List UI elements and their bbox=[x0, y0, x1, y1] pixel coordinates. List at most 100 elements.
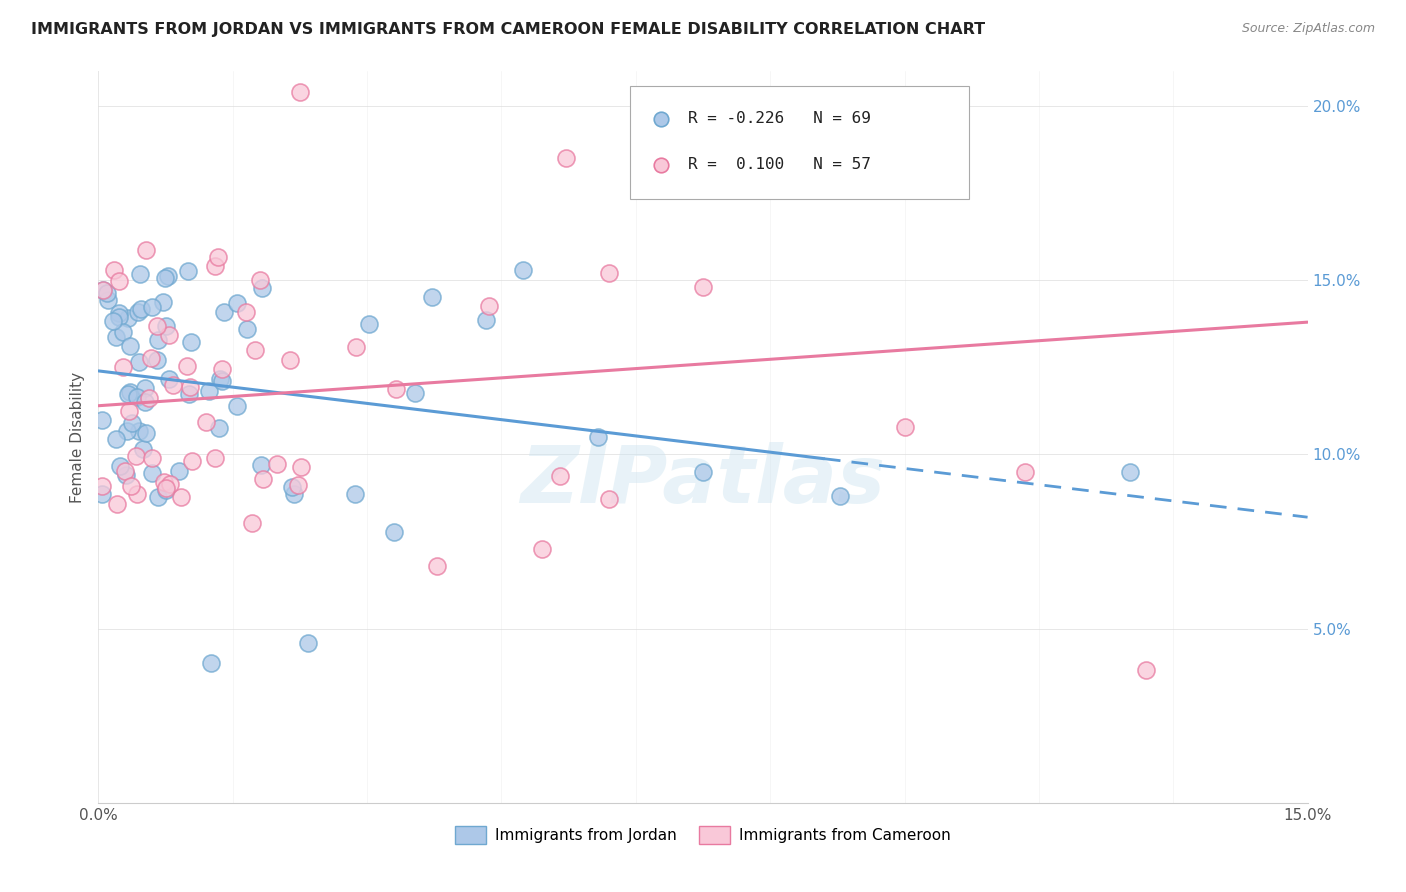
Text: Source: ZipAtlas.com: Source: ZipAtlas.com bbox=[1241, 22, 1375, 36]
Point bbox=[249, 458, 271, 472]
Point bbox=[91, 283, 114, 297]
Point bbox=[235, 305, 257, 319]
Point bbox=[290, 459, 312, 474]
Point bbox=[108, 305, 131, 319]
Point bbox=[105, 433, 128, 447]
Point bbox=[139, 351, 162, 366]
Point bbox=[157, 372, 180, 386]
Point bbox=[162, 378, 184, 392]
Point bbox=[426, 558, 449, 573]
Point bbox=[105, 497, 128, 511]
Point bbox=[893, 419, 915, 434]
Point bbox=[148, 333, 170, 347]
Point bbox=[179, 380, 201, 394]
Point bbox=[343, 487, 366, 501]
Point bbox=[179, 387, 201, 401]
Point bbox=[512, 263, 534, 277]
Text: IMMIGRANTS FROM JORDAN VS IMMIGRANTS FROM CAMEROON FEMALE DISABILITY CORRELATION: IMMIGRANTS FROM JORDAN VS IMMIGRANTS FRO… bbox=[31, 22, 986, 37]
Point bbox=[207, 420, 229, 434]
Point bbox=[530, 541, 553, 556]
Point bbox=[125, 391, 148, 405]
Point bbox=[91, 412, 114, 426]
Text: ZIPatlas: ZIPatlas bbox=[520, 442, 886, 520]
Point bbox=[146, 353, 169, 368]
Point bbox=[120, 384, 142, 399]
Point bbox=[156, 269, 179, 284]
Point bbox=[145, 318, 167, 333]
Point bbox=[105, 330, 128, 344]
Point bbox=[91, 284, 114, 298]
Point bbox=[676, 152, 699, 166]
Point bbox=[111, 325, 134, 339]
Point bbox=[152, 294, 174, 309]
Point bbox=[692, 280, 714, 294]
Point bbox=[129, 267, 152, 281]
Point bbox=[112, 359, 135, 374]
Point bbox=[555, 152, 578, 166]
Point bbox=[176, 359, 198, 373]
Point bbox=[153, 270, 176, 285]
Point bbox=[141, 467, 163, 481]
Point bbox=[1014, 465, 1036, 479]
Point bbox=[127, 304, 149, 318]
Point bbox=[475, 312, 498, 326]
Point bbox=[118, 404, 141, 418]
Point bbox=[252, 472, 274, 486]
Point bbox=[138, 391, 160, 405]
Point bbox=[159, 476, 181, 491]
Point bbox=[153, 475, 176, 489]
Text: R = -0.226   N = 69: R = -0.226 N = 69 bbox=[689, 112, 872, 127]
Point bbox=[288, 85, 311, 99]
Text: R =  0.100   N = 57: R = 0.100 N = 57 bbox=[689, 158, 872, 172]
Point bbox=[420, 290, 443, 304]
Point bbox=[91, 487, 114, 501]
Point bbox=[115, 425, 138, 439]
Point bbox=[96, 286, 118, 301]
Point bbox=[250, 281, 273, 295]
Point bbox=[297, 635, 319, 649]
Point bbox=[204, 450, 226, 465]
Point bbox=[128, 355, 150, 369]
Point bbox=[225, 399, 247, 413]
Point bbox=[118, 339, 141, 353]
Point bbox=[170, 490, 193, 504]
Point bbox=[692, 465, 714, 479]
Point bbox=[236, 322, 259, 336]
Point bbox=[114, 464, 136, 478]
Point bbox=[146, 490, 169, 504]
Point bbox=[266, 457, 288, 471]
Point bbox=[278, 353, 301, 368]
Legend: Immigrants from Jordan, Immigrants from Cameroon: Immigrants from Jordan, Immigrants from … bbox=[449, 820, 957, 850]
Point bbox=[180, 335, 202, 350]
Point bbox=[134, 381, 156, 395]
Point bbox=[135, 243, 157, 257]
Point bbox=[97, 293, 120, 307]
Point bbox=[249, 273, 271, 287]
Point bbox=[155, 483, 177, 497]
Point bbox=[198, 384, 221, 398]
Point bbox=[141, 451, 163, 466]
Point bbox=[828, 489, 851, 503]
Point bbox=[209, 372, 232, 386]
Point bbox=[117, 387, 139, 401]
Point bbox=[155, 481, 177, 495]
Point bbox=[211, 375, 233, 389]
Point bbox=[169, 464, 191, 478]
Point bbox=[157, 327, 180, 342]
Point bbox=[127, 487, 149, 501]
Point bbox=[384, 382, 406, 396]
Point bbox=[212, 305, 235, 319]
Point bbox=[132, 442, 155, 457]
Point bbox=[240, 516, 263, 530]
Point bbox=[211, 362, 233, 376]
Point bbox=[598, 266, 620, 280]
Point bbox=[107, 310, 129, 324]
Point bbox=[204, 259, 226, 273]
Point bbox=[478, 299, 501, 313]
Point bbox=[382, 525, 405, 540]
Point bbox=[1119, 465, 1142, 479]
Point bbox=[586, 430, 609, 444]
Point bbox=[155, 318, 177, 333]
Point bbox=[91, 479, 114, 493]
Point bbox=[1135, 664, 1157, 678]
